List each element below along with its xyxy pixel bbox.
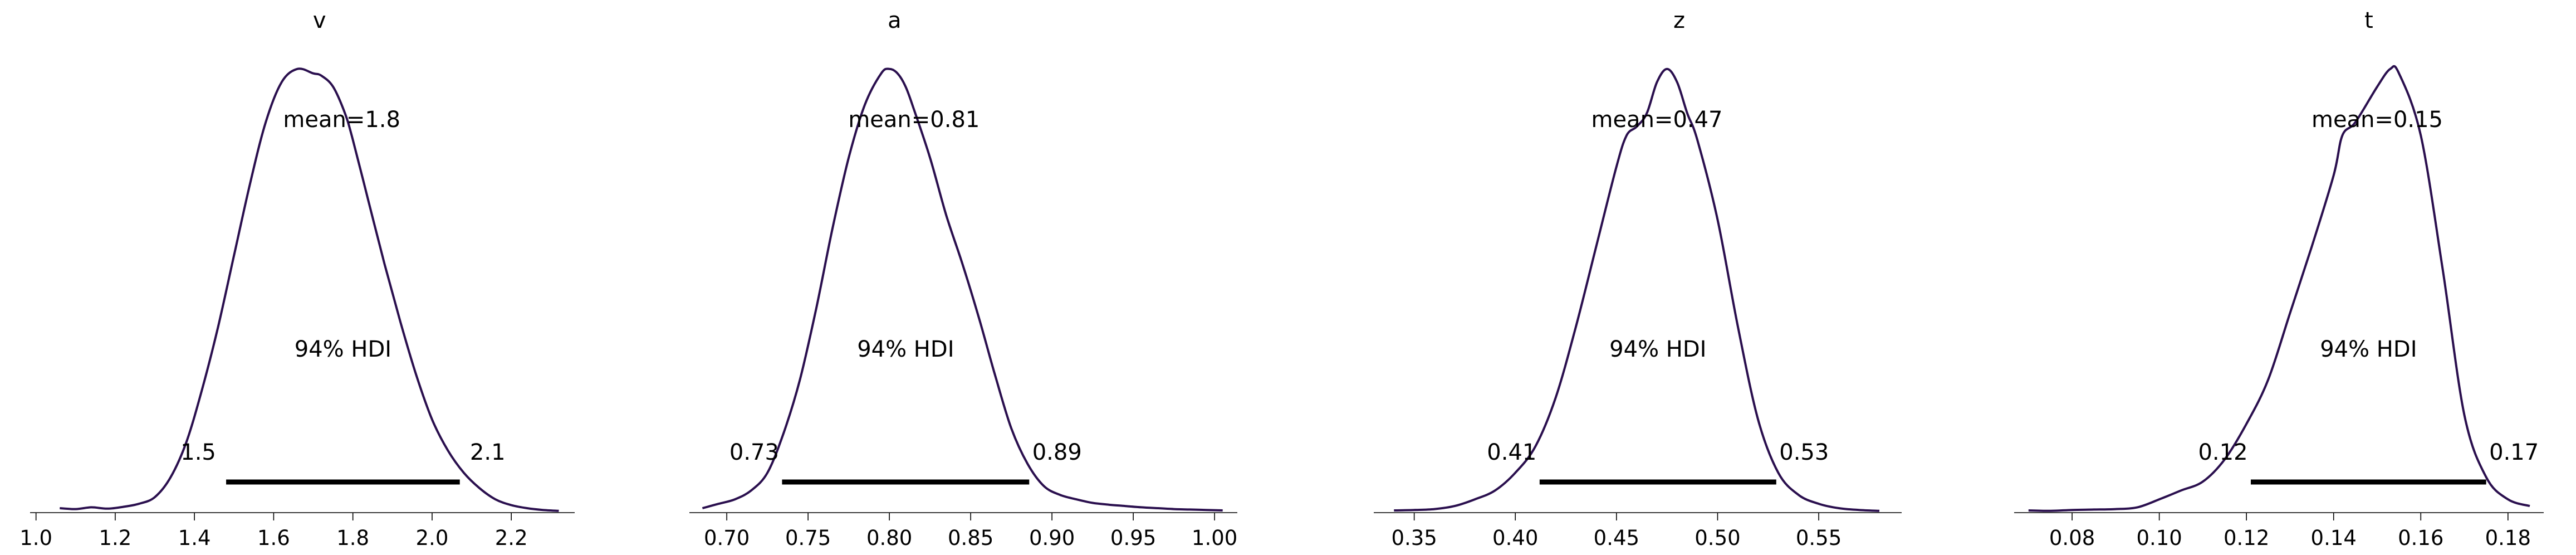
panel-title: z — [1673, 8, 1685, 33]
density-line — [702, 67, 1223, 512]
x-tick-label: 0.70 — [704, 526, 750, 550]
x-tick-label: 1.8 — [336, 526, 369, 550]
hdi-low-label: 0.73 — [729, 440, 779, 465]
panel-z: 0.35 0.40 0.45 0.50 0.55 z mean=0.47 94% HDI 0.4… — [1374, 8, 1902, 550]
x-tick-label: 1.0 — [19, 526, 52, 550]
density-line — [1394, 67, 1880, 512]
x-tick-label: 0.45 — [1594, 526, 1639, 550]
x-tick-label: 0.08 — [2049, 526, 2095, 550]
mean-label: mean=0.15 — [2311, 107, 2443, 133]
x-tick-label: 0.85 — [948, 526, 993, 550]
x-tick-label: 0.90 — [1029, 526, 1075, 550]
x-tick-label: 0.16 — [2398, 526, 2443, 550]
hdi-label: 94% HDI — [1609, 337, 1706, 362]
panel-title: a — [888, 8, 902, 33]
x-tick-label: 1.6 — [257, 526, 290, 550]
x-tick-label: 0.12 — [2224, 526, 2269, 550]
x-tick-label: 0.35 — [1391, 526, 1437, 550]
x-tick-label: 0.75 — [785, 526, 831, 550]
panel-v: 1.0 1.2 1.4 1.6 1.8 2.0 2.2 v mean=1.8 94% HDI 1.5… — [19, 8, 575, 550]
hdi-high-label: 2.1 — [470, 440, 506, 465]
x-tick-label: 1.2 — [99, 526, 132, 550]
x-tick-label: 1.4 — [178, 526, 211, 550]
x-tick-label: 0.10 — [2136, 526, 2182, 550]
hdi-low-label: 0.41 — [1487, 440, 1536, 465]
x-tick-label: 1.00 — [1192, 526, 1237, 550]
x-tick-label: 0.14 — [2311, 526, 2357, 550]
hdi-label: 94% HDI — [2320, 337, 2417, 362]
x-tick-label: 0.55 — [1796, 526, 1842, 550]
hdi-low-label: 1.5 — [180, 440, 216, 465]
x-tick-label: 0.18 — [2485, 526, 2531, 550]
hdi-label: 94% HDI — [857, 337, 954, 362]
x-tick-label: 0.40 — [1492, 526, 1538, 550]
hdi-low-label: 0.12 — [2198, 440, 2247, 465]
panel-title: t — [2364, 8, 2373, 33]
density-line — [60, 67, 559, 512]
hdi-label: 94% HDI — [295, 337, 391, 362]
density-line — [2028, 65, 2530, 512]
x-tick-label: 0.80 — [866, 526, 912, 550]
x-tick-label: 0.95 — [1110, 526, 1156, 550]
panel-title: v — [313, 8, 326, 33]
mean-label: mean=1.8 — [283, 107, 400, 133]
mean-label: mean=0.47 — [1591, 107, 1722, 133]
hdi-high-label: 0.89 — [1032, 440, 1082, 465]
mean-label: mean=0.81 — [848, 107, 980, 133]
hdi-high-label: 0.17 — [2489, 440, 2539, 465]
hdi-high-label: 0.53 — [1779, 440, 1829, 465]
x-tick-label: 0.50 — [1695, 526, 1740, 550]
panel-a: 0.70 0.75 0.80 0.85 0.90 0.95 1.00 a mean=0.81 94… — [689, 8, 1237, 550]
x-tick-label: 2.0 — [416, 526, 449, 550]
x-tick-label: 2.2 — [495, 526, 528, 550]
panel-t: 0.08 0.10 0.12 0.14 0.16 0.18 t mean=0.15 94% HD… — [2014, 8, 2544, 550]
